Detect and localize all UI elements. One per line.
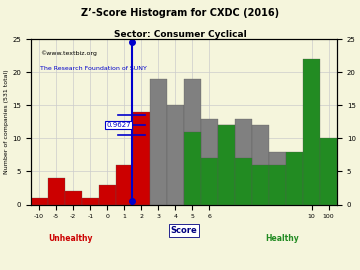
Bar bbox=[133, 112, 150, 205]
Bar bbox=[218, 125, 235, 205]
Bar bbox=[184, 79, 201, 205]
Bar bbox=[320, 139, 337, 205]
Text: Z’-Score Histogram for CXDC (2016): Z’-Score Histogram for CXDC (2016) bbox=[81, 8, 279, 18]
Bar bbox=[218, 125, 235, 205]
Bar bbox=[235, 158, 252, 205]
Bar bbox=[286, 152, 303, 205]
Bar bbox=[235, 119, 252, 205]
Bar bbox=[269, 165, 286, 205]
Text: Unhealthy: Unhealthy bbox=[48, 234, 93, 243]
Bar bbox=[252, 165, 269, 205]
Bar bbox=[82, 198, 99, 205]
Bar bbox=[150, 79, 167, 205]
Text: Score: Score bbox=[171, 226, 197, 235]
Text: The Research Foundation of SUNY: The Research Foundation of SUNY bbox=[40, 66, 147, 70]
Bar bbox=[184, 132, 201, 205]
Bar bbox=[167, 105, 184, 205]
Bar bbox=[99, 185, 116, 205]
Bar bbox=[303, 59, 320, 205]
Bar bbox=[201, 158, 218, 205]
Bar bbox=[252, 125, 269, 205]
Bar bbox=[201, 119, 218, 205]
Y-axis label: Number of companies (531 total): Number of companies (531 total) bbox=[4, 69, 9, 174]
Text: Sector: Consumer Cyclical: Sector: Consumer Cyclical bbox=[114, 30, 246, 39]
Bar bbox=[269, 152, 286, 205]
Text: Healthy: Healthy bbox=[265, 234, 299, 243]
Bar bbox=[65, 191, 82, 205]
Bar bbox=[48, 178, 65, 205]
Bar bbox=[31, 198, 48, 205]
Text: 0.9627: 0.9627 bbox=[106, 122, 131, 128]
Bar bbox=[116, 165, 133, 205]
Text: ©www.textbiz.org: ©www.textbiz.org bbox=[40, 51, 97, 56]
